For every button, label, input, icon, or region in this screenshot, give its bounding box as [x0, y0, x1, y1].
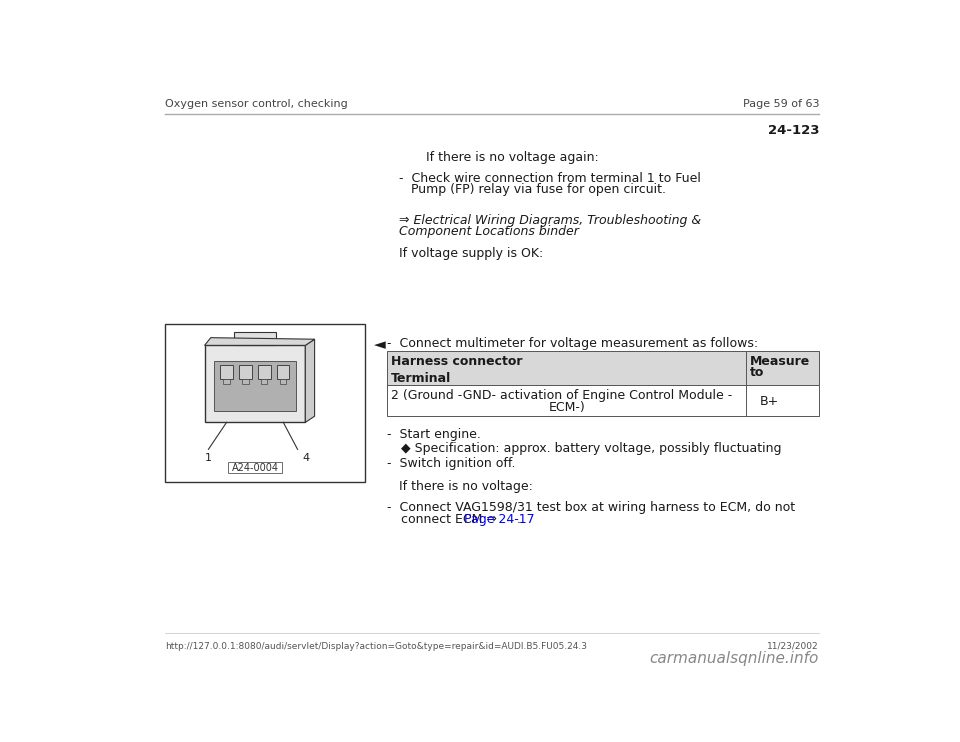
- Text: If there is no voltage again:: If there is no voltage again:: [426, 151, 599, 164]
- Bar: [228, 462, 282, 473]
- Text: to: to: [750, 367, 764, 379]
- Bar: [214, 361, 296, 411]
- Bar: [233, 332, 276, 345]
- Text: A24-0004: A24-0004: [231, 463, 278, 473]
- Text: -  Connect multimeter for voltage measurement as follows:: - Connect multimeter for voltage measure…: [388, 337, 758, 350]
- Text: Pump (FP) relay via fuse for open circuit.: Pump (FP) relay via fuse for open circui…: [412, 183, 666, 196]
- Text: -  Start engine.: - Start engine.: [388, 428, 481, 441]
- Bar: [239, 365, 252, 379]
- Text: ◄: ◄: [374, 337, 386, 352]
- Text: ECM-): ECM-): [548, 401, 586, 414]
- Polygon shape: [305, 339, 315, 422]
- Text: Measure: Measure: [750, 355, 810, 368]
- Text: 24-123: 24-123: [768, 125, 819, 137]
- Text: .: .: [513, 513, 521, 525]
- Text: connect ECM ⇒: connect ECM ⇒: [400, 513, 500, 525]
- Text: Harness connector: Harness connector: [392, 355, 523, 368]
- Text: Page 24-17: Page 24-17: [464, 513, 535, 525]
- Text: 11/23/2002: 11/23/2002: [767, 642, 819, 651]
- Text: Component Locations binder: Component Locations binder: [399, 226, 579, 238]
- Bar: [277, 365, 290, 379]
- Text: -  Switch ignition off.: - Switch ignition off.: [388, 457, 516, 470]
- Text: B+: B+: [760, 395, 780, 408]
- Text: Oxygen sensor control, checking: Oxygen sensor control, checking: [165, 99, 348, 109]
- Bar: [280, 379, 286, 384]
- Bar: [204, 345, 305, 422]
- Bar: [258, 365, 271, 379]
- Bar: [388, 386, 819, 416]
- Text: Page 59 of 63: Page 59 of 63: [742, 99, 819, 109]
- Bar: [165, 324, 365, 482]
- Text: http://127.0.0.1:8080/audi/servlet/Display?action=Goto&type=repair&id=AUDI.B5.FU: http://127.0.0.1:8080/audi/servlet/Displ…: [165, 642, 587, 651]
- Text: 2 (Ground -GND- activation of Engine Control Module -: 2 (Ground -GND- activation of Engine Con…: [392, 390, 732, 402]
- Text: 1: 1: [204, 453, 211, 463]
- Bar: [261, 379, 268, 384]
- Bar: [224, 379, 229, 384]
- Text: ⇒ Electrical Wiring Diagrams, Troubleshooting &: ⇒ Electrical Wiring Diagrams, Troublesho…: [399, 214, 701, 227]
- Text: -  Check wire connection from terminal 1 to Fuel: - Check wire connection from terminal 1 …: [399, 172, 701, 186]
- Text: -  Connect VAG1598/31 test box at wiring harness to ECM, do not: - Connect VAG1598/31 test box at wiring …: [388, 501, 796, 514]
- Text: If there is no voltage:: If there is no voltage:: [399, 480, 533, 493]
- Text: carmanualsqnline.info: carmanualsqnline.info: [650, 651, 819, 666]
- Text: ◆ Specification: approx. battery voltage, possibly fluctuating: ◆ Specification: approx. battery voltage…: [400, 441, 781, 455]
- Bar: [221, 365, 232, 379]
- Polygon shape: [204, 338, 315, 345]
- Bar: [388, 351, 819, 386]
- Bar: [242, 379, 249, 384]
- Text: Terminal: Terminal: [392, 372, 451, 385]
- Text: 4: 4: [302, 453, 309, 463]
- Text: If voltage supply is OK:: If voltage supply is OK:: [399, 247, 543, 260]
